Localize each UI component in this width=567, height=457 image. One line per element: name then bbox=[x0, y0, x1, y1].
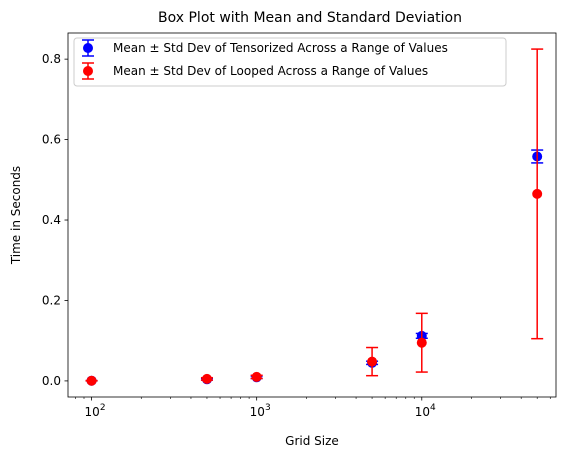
x-minor-ticks bbox=[75, 397, 551, 399]
legend-entry-tensorized: Mean ± Std Dev of Tensorized Across a Ra… bbox=[82, 39, 448, 57]
x-tick-label: 104 bbox=[415, 403, 436, 419]
y-tick-label: 0.6 bbox=[42, 133, 61, 147]
y-tick-label: 0.8 bbox=[42, 52, 61, 66]
y-tick-label: 0.4 bbox=[42, 213, 61, 227]
legend-entry-looped: Mean ± Std Dev of Looped Across a Range … bbox=[82, 62, 428, 80]
series-looped bbox=[85, 48, 544, 386]
legend-box bbox=[73, 37, 507, 87]
legend-label-looped: Mean ± Std Dev of Looped Across a Range … bbox=[113, 64, 428, 78]
y-axis-label: Time in Seconds bbox=[9, 166, 23, 265]
plot-frame bbox=[67, 32, 557, 398]
y-tick-label: 0.0 bbox=[42, 374, 61, 388]
mean-point-looped bbox=[416, 337, 427, 348]
mean-point-looped bbox=[532, 188, 543, 199]
x-axis-label: Grid Size bbox=[285, 434, 339, 448]
legend-label-tensorized: Mean ± Std Dev of Tensorized Across a Ra… bbox=[113, 41, 448, 55]
y-tick-label: 0.2 bbox=[42, 293, 61, 307]
plot-area: 102 103 104 0.0 0.2 0.4 0.6 0.8 bbox=[42, 32, 557, 419]
y-ticks: 0.0 0.2 0.4 0.6 0.8 bbox=[42, 52, 68, 388]
series-layer bbox=[85, 48, 544, 386]
mean-point-looped bbox=[86, 375, 97, 386]
mean-point-looped bbox=[367, 356, 378, 367]
legend-marker-looped bbox=[83, 66, 93, 76]
chart-title: Box Plot with Mean and Standard Deviatio… bbox=[158, 10, 462, 26]
mean-point-looped bbox=[201, 373, 212, 384]
x-ticks: 102 103 104 bbox=[85, 397, 436, 419]
series-tensorized bbox=[85, 149, 544, 386]
legend: Mean ± Std Dev of Tensorized Across a Ra… bbox=[73, 37, 507, 87]
x-tick-label: 102 bbox=[85, 403, 106, 419]
legend-marker-tensorized bbox=[83, 43, 93, 53]
x-tick-label: 103 bbox=[250, 403, 271, 419]
mean-point-looped bbox=[251, 371, 262, 382]
